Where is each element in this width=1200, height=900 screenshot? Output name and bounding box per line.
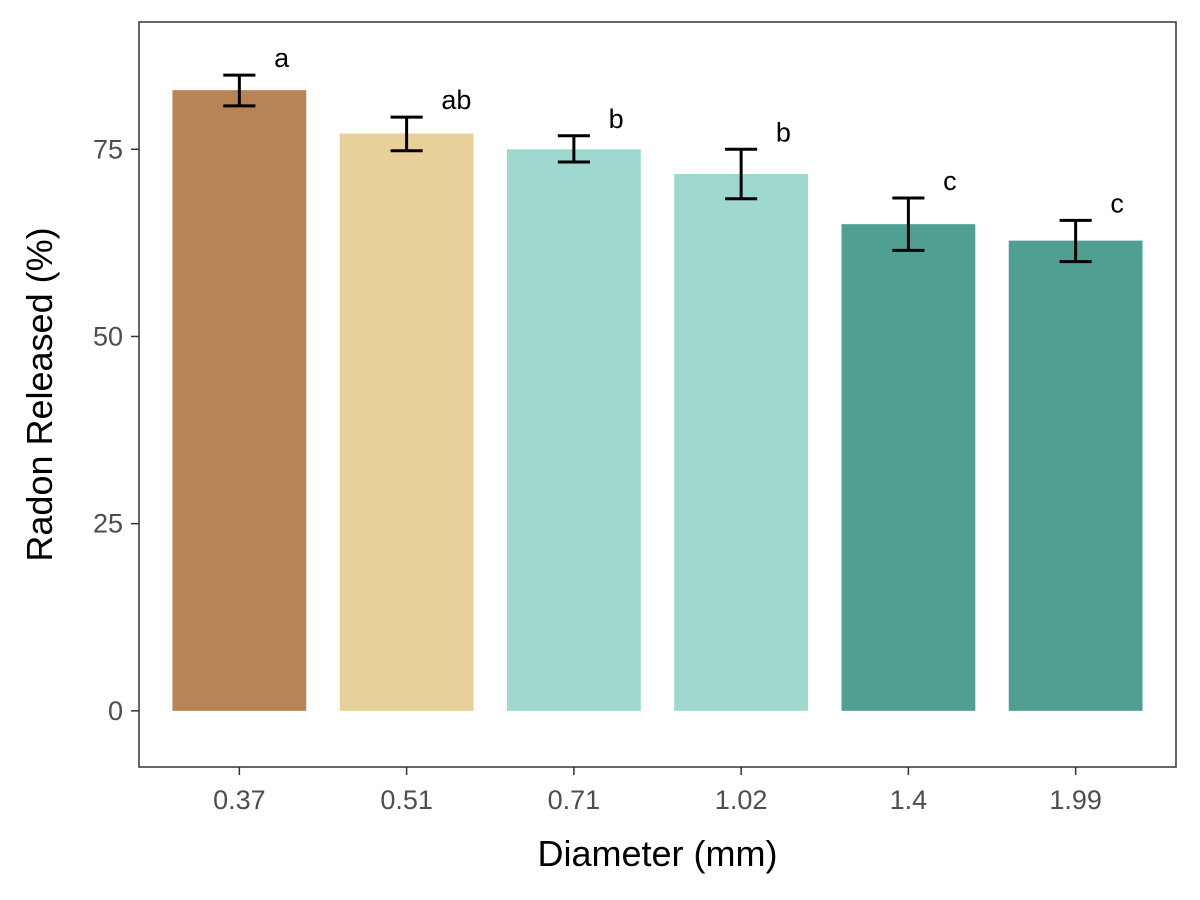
bar-1.99 [1008,240,1143,711]
significance-label-0.37: a [274,43,290,73]
error-bar-0.37 [223,73,256,108]
y-tick-label-50: 50 [93,321,123,351]
error-bar-0.71 [557,134,590,164]
bar-1.4 [841,224,976,711]
error-bar-1.99 [1059,218,1092,264]
significance-label-0.51: ab [441,85,471,115]
error-bar-1.4 [892,196,925,252]
significance-labels-layer: a ab b b c c [274,43,1124,218]
bar-1.02 [674,173,809,711]
y-tick-label-25: 25 [93,509,123,539]
significance-label-0.71: b [609,104,624,134]
bar-0.51 [339,133,474,711]
y-tick-label-75: 75 [93,134,123,164]
bar-0.71 [506,149,641,711]
significance-label-1.4: c [943,166,957,196]
y-axis-title: Radon Released (%) [19,227,60,561]
error-bar-0.51 [390,115,423,153]
x-tick-label-1.02: 1.02 [715,785,768,815]
error-bars-layer [223,73,1092,264]
bar-0.37 [172,90,307,711]
x-tick-label-0.37: 0.37 [213,785,266,815]
x-tick-label-0.51: 0.51 [380,785,433,815]
plot-panel-border [138,21,1177,768]
x-tick-label-0.71: 0.71 [548,785,601,815]
significance-label-1.99: c [1110,188,1124,218]
bars-layer [172,90,1143,711]
y-axis: 0 25 50 75 [93,134,139,726]
x-axis-title: Diameter (mm) [538,833,778,874]
x-tick-label-1.99: 1.99 [1049,785,1102,815]
x-tick-label-1.4: 1.4 [890,785,928,815]
significance-label-1.02: b [776,117,791,147]
x-axis: 0.37 0.51 0.71 1.02 1.4 1.99 [213,767,1102,815]
y-tick-label-0: 0 [108,696,123,726]
error-bar-1.02 [725,147,758,201]
